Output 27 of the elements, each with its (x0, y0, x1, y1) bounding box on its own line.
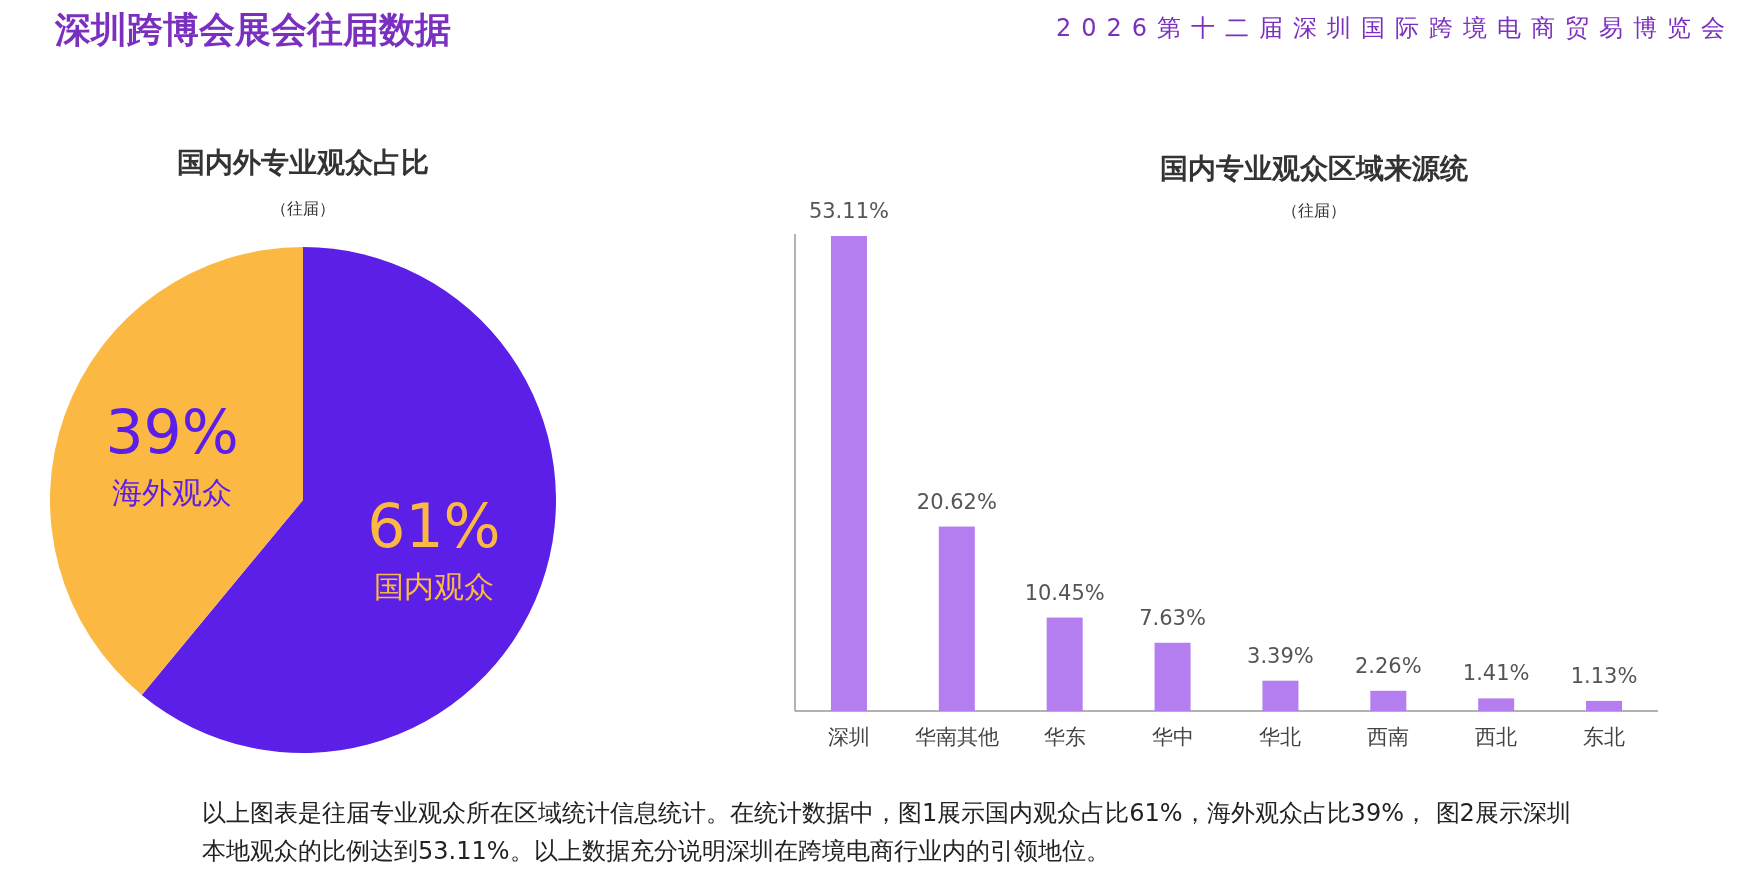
x-tick-label: 深圳 (827, 725, 870, 749)
chart-subtitle: （往届） (1282, 201, 1346, 220)
data-label: 1.41% (1462, 661, 1530, 686)
x-tick-label: 华南其他 (914, 725, 999, 749)
data-label: 53.11% (808, 199, 889, 223)
data-label: 2.26% (1354, 653, 1422, 678)
slice-label: 国内观众 (373, 569, 494, 605)
data-label: 20.62% (916, 489, 997, 514)
data-label: 3.39% (1247, 643, 1314, 668)
chart-title: 国内外专业观众占比 (177, 146, 429, 179)
data-label: 7.63% (1139, 605, 1206, 630)
slice-label: 海外观众 (112, 474, 233, 510)
data-label: 39% (105, 396, 239, 467)
x-tick-label: 西北 (1475, 725, 1518, 749)
x-tick-label: 华中 (1151, 725, 1194, 749)
data-label: 10.45% (1024, 580, 1105, 605)
data-label: 1.13% (1570, 663, 1638, 688)
x-tick-label: 华东 (1043, 725, 1086, 749)
text: 以上图表是往届专业观众所在区域统计信息统计。在统计数据中，图1展示国内观众占比61%，海外观众占比39%， 图2展示深圳本地观众的比例达到53.11%。以上数据充分说明深圳在跨境电商行业内的引领地位。 (202, 799, 1571, 865)
chart-subtitle: （往届） (271, 199, 335, 218)
text: 深圳跨博会展会往届数据 (54, 9, 451, 50)
x-tick-label: 东北 (1583, 725, 1626, 749)
chart-title: 国内专业观众区域来源统 (1160, 152, 1469, 185)
data-label: 61% (367, 491, 501, 562)
x-tick-label: 西南 (1367, 725, 1410, 749)
x-tick-label: 华北 (1259, 725, 1302, 749)
text: 2026第十二届深圳国际跨境电商贸易博览会 (1055, 14, 1735, 42)
